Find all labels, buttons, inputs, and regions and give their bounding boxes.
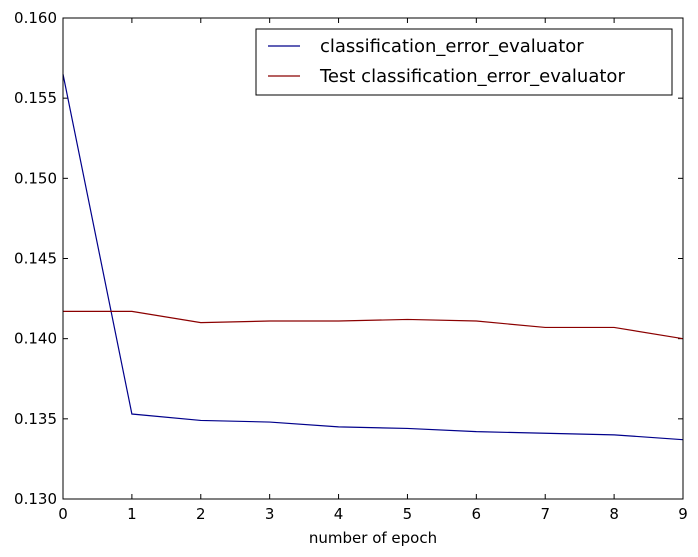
x-tick-label: 5 <box>403 505 413 523</box>
legend-entry-label: classification_error_evaluator <box>320 36 584 57</box>
x-tick-label: 2 <box>196 505 206 523</box>
x-tick-label: 0 <box>58 505 68 523</box>
tick-labels: 0 1 2 3 4 5 6 7 8 9 0.130 0.135 0.140 0.145 0.150 0.155… <box>14 9 688 523</box>
legend-box <box>255 28 673 96</box>
legend: classification_error_evaluator Test class… <box>255 28 673 96</box>
legend-entry-label: Test classification_error_evaluator <box>319 66 625 87</box>
series-line-2 <box>63 310 684 340</box>
series-line-1 <box>62 73 684 441</box>
x-tick-label: 4 <box>334 505 344 523</box>
x-tick-label: 1 <box>127 505 137 523</box>
y-tick-label: 0.160 <box>14 9 57 27</box>
y-tick-label: 0.145 <box>14 250 57 268</box>
x-tick-label: 6 <box>472 505 482 523</box>
x-tick-label: 7 <box>540 505 550 523</box>
x-tick-label: 3 <box>265 505 275 523</box>
y-tick-label: 0.135 <box>14 410 57 428</box>
x-tick-label: 8 <box>609 505 619 523</box>
series-lines <box>62 73 684 441</box>
x-tick-label: 9 <box>678 505 688 523</box>
y-tick-label: 0.155 <box>14 89 57 107</box>
plot-area-frame <box>62 17 684 500</box>
y-tick-label: 0.140 <box>14 330 57 348</box>
axis-ticks <box>62 17 684 500</box>
y-tick-label: 0.130 <box>14 490 57 508</box>
y-tick-label: 0.150 <box>14 169 57 187</box>
x-axis-label: number of epoch <box>309 529 437 547</box>
